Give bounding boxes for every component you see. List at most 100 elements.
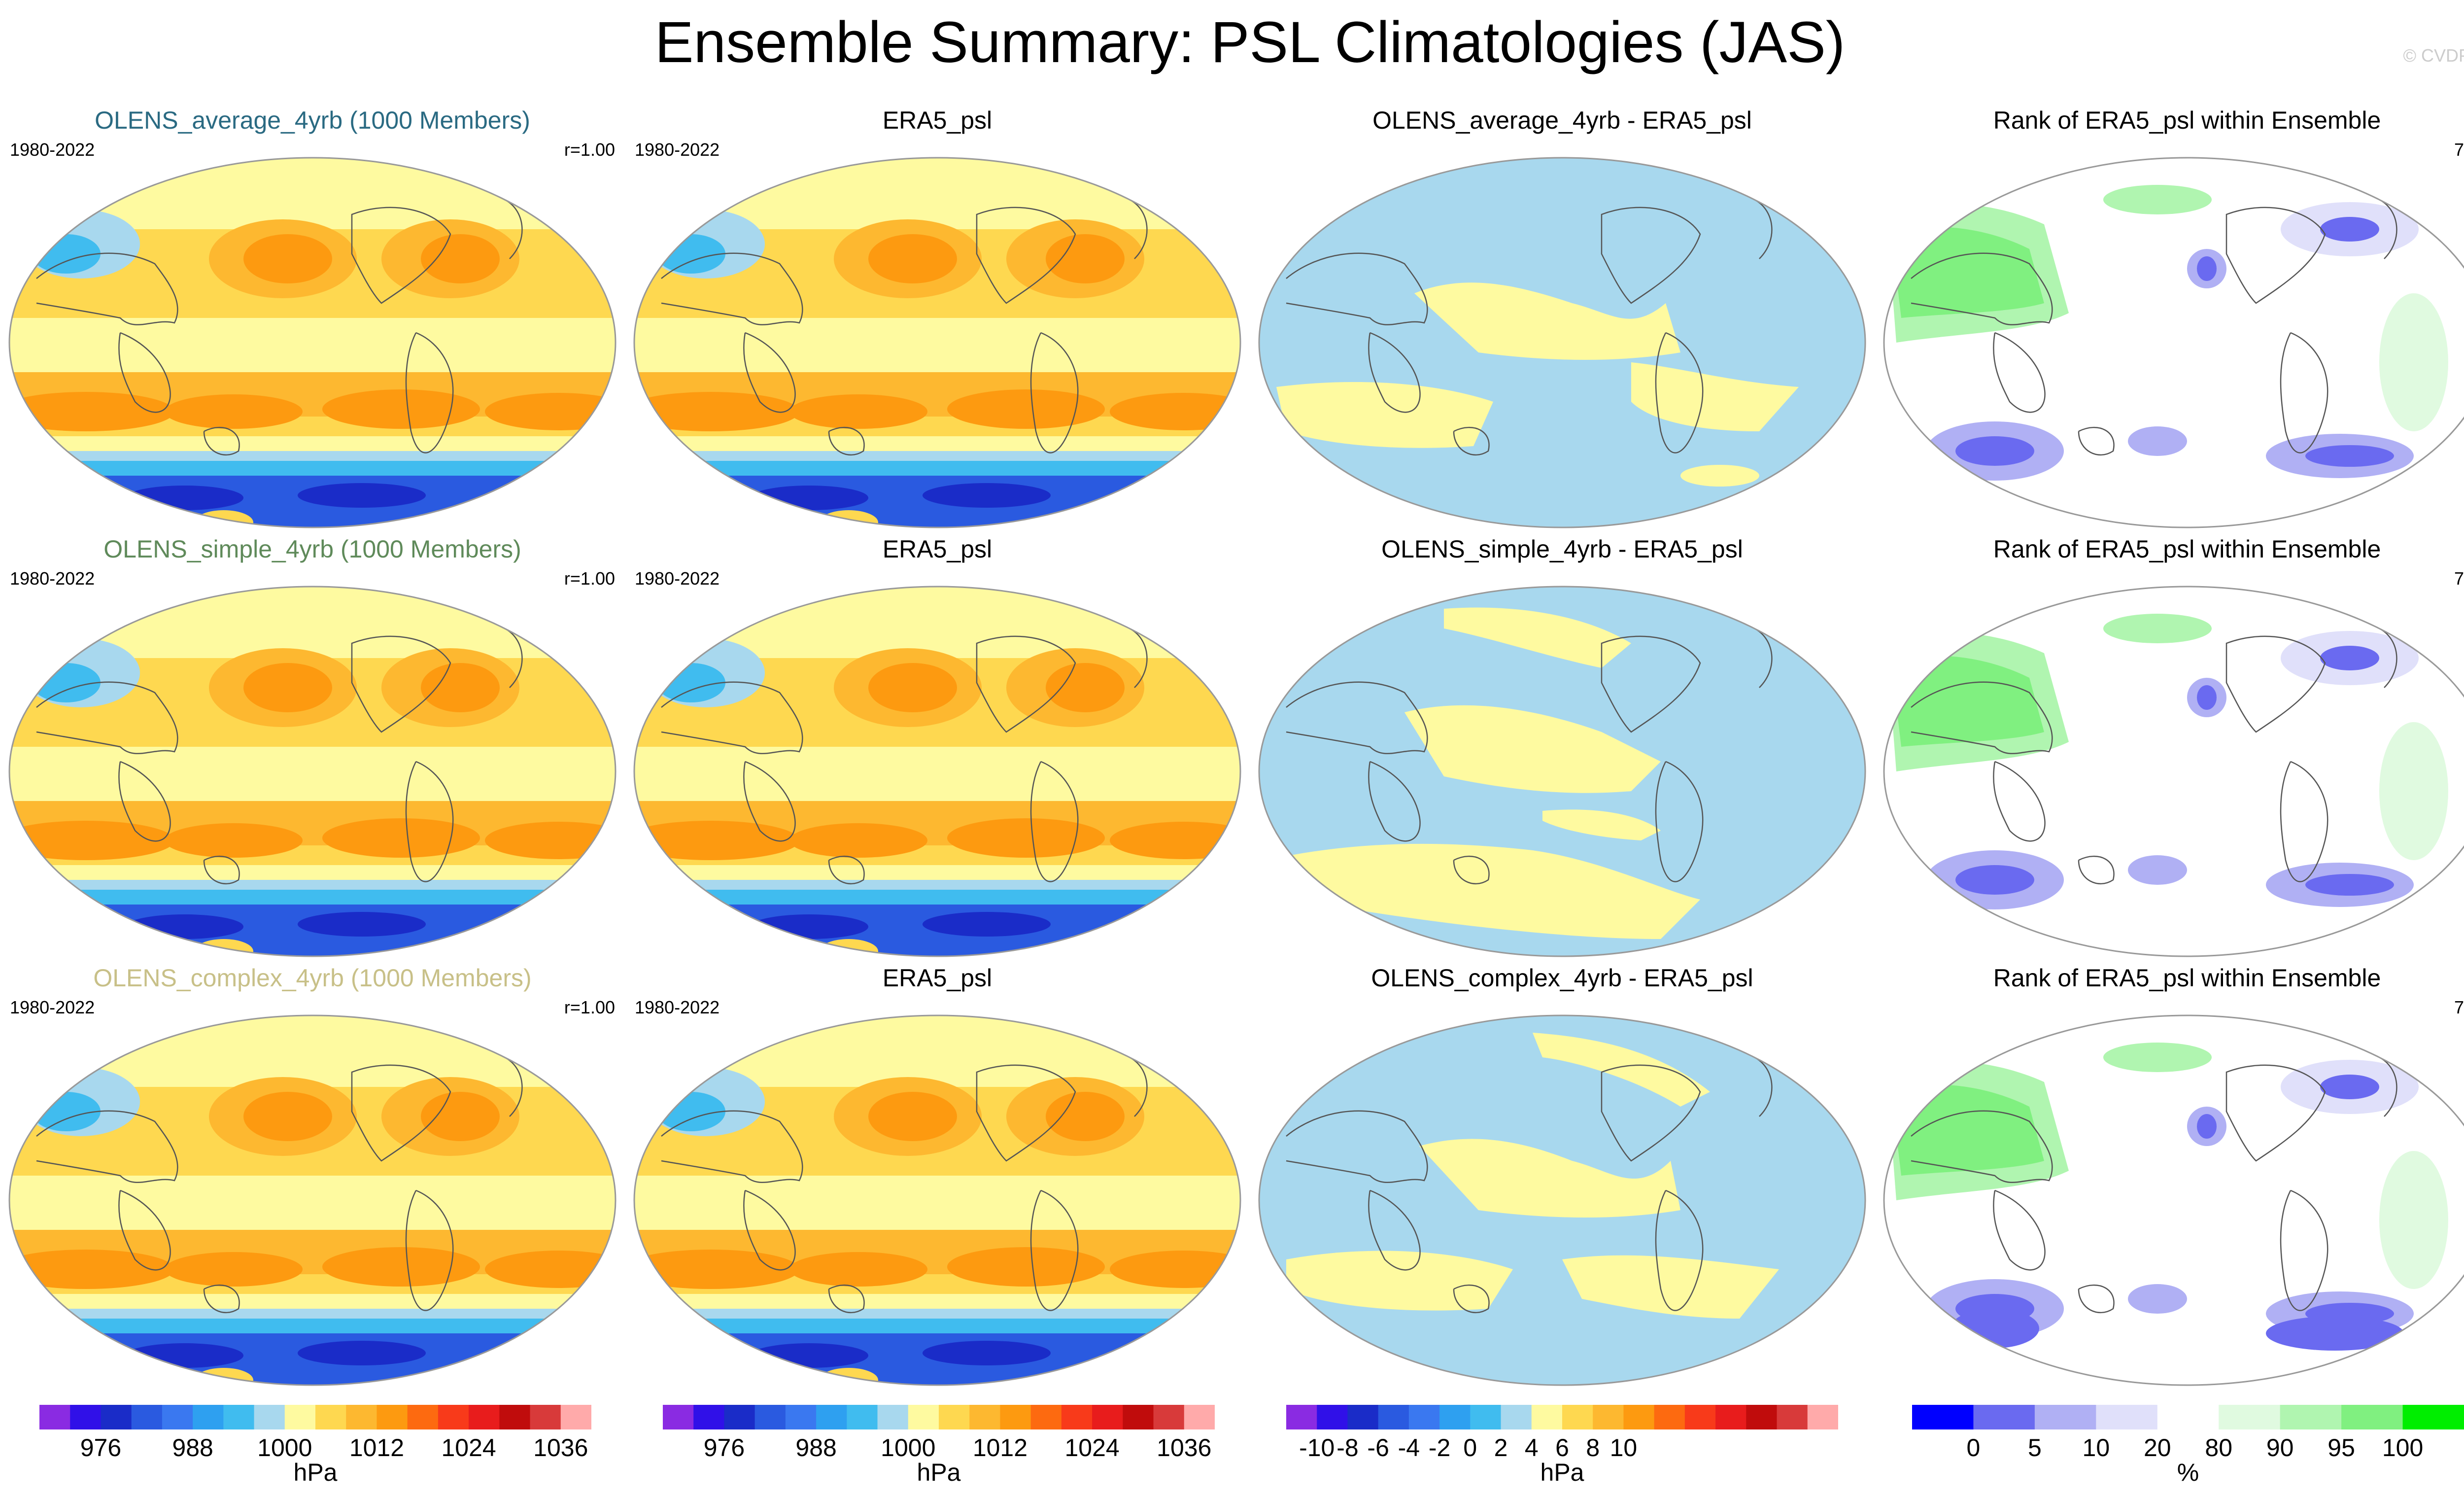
credit-label: © CVDP [2403, 45, 2464, 66]
colorbar-swatch [2280, 1405, 2342, 1429]
colorbar-tick-label: 976 [80, 1434, 122, 1462]
colorbar-unit: hPa [293, 1459, 338, 1486]
panel-title: ERA5_psl [882, 106, 992, 134]
colorbar-swatch [1912, 1405, 1974, 1429]
colorbar-tick-label: 95 [2327, 1434, 2355, 1462]
colorbar-tick-label: -2 [1428, 1434, 1451, 1462]
panel-rank-percent: 75% [2454, 139, 2464, 160]
colorbar-swatch [1317, 1405, 1348, 1429]
panel-rank-row1: Rank of ERA5_psl within Ensemble 75% [1875, 106, 2464, 535]
colorbar-swatch [162, 1405, 193, 1429]
panel-correlation: r=1.00 [564, 139, 615, 160]
colorbar-tick-label: 90 [2266, 1434, 2294, 1462]
colorbar-swatch [2096, 1405, 2158, 1429]
panel-rank-row3: Rank of ERA5_psl within Ensemble 70% [1875, 964, 2464, 1393]
colorbar-swatch [1746, 1405, 1778, 1429]
map-rank [1883, 586, 2464, 957]
colorbar-swatch [254, 1405, 285, 1429]
colorbar-swatch [469, 1405, 500, 1429]
colorbar-tick-label: -4 [1398, 1434, 1420, 1462]
colorbar-swatch [2402, 1405, 2464, 1429]
colorbar-swatch [1562, 1405, 1593, 1429]
colorbar-tick-label: 988 [172, 1434, 213, 1462]
colorbar-tick-label: 976 [703, 1434, 745, 1462]
panel-obs-row2: ERA5_psl 1980-2022 [625, 535, 1250, 964]
panel-rank-percent: 79% [2454, 568, 2464, 589]
colorbar-swatch [1654, 1405, 1685, 1429]
colorbar-swatch [1531, 1405, 1563, 1429]
colorbar-swatch [1061, 1405, 1093, 1429]
colorbar-swatch [1501, 1405, 1532, 1429]
panel-obs-row3: ERA5_psl 1980-2022 [625, 964, 1250, 1393]
colorbar-tick-label: 4 [1524, 1434, 1539, 1462]
colorbar-swatch [2219, 1405, 2281, 1429]
colorbar-swatch [1378, 1405, 1409, 1429]
map-model [8, 1014, 616, 1386]
colorbar-tick-label: 1000 [881, 1434, 936, 1462]
colorbar-swatch [1623, 1405, 1655, 1429]
map-diff [1258, 586, 1866, 957]
colorbar-swatch [1123, 1405, 1154, 1429]
colorbar-swatch [407, 1405, 439, 1429]
colorbar-tick-label: 1036 [533, 1434, 588, 1462]
panel-title: OLENS_simple_4yrb (1000 Members) [103, 535, 521, 563]
colorbar-tick-label: 6 [1555, 1434, 1569, 1462]
colorbar-swatch [908, 1405, 939, 1429]
map-model [8, 586, 616, 957]
colorbar-tick-label: 5 [2027, 1434, 2042, 1462]
panel-diff-row3: OLENS_complex_4yrb - ERA5_psl [1250, 964, 1875, 1393]
colorbar-swatch [1408, 1405, 1440, 1429]
colorbar-swatch [877, 1405, 909, 1429]
colorbar-swatch [2157, 1405, 2219, 1429]
colorbar-tick-label: 10 [1609, 1434, 1638, 1462]
colorbar-swatch [1000, 1405, 1031, 1429]
colorbar-swatch [693, 1405, 724, 1429]
colorbar-tick-label: 100 [2382, 1434, 2424, 1462]
colorbar-swatch [663, 1405, 694, 1429]
colorbar-swatch [969, 1405, 1000, 1429]
colorbar-swatch [1153, 1405, 1185, 1429]
colorbar-swatch [1347, 1405, 1379, 1429]
colorbar-tick-label: -10 [1299, 1434, 1335, 1462]
panel-model-row3: OLENS_complex_4yrb (1000 Members) 1980-20… [0, 964, 625, 1393]
colorbar-swatch [346, 1405, 377, 1429]
panel-correlation: r=1.00 [564, 997, 615, 1017]
colorbar-swatch [1439, 1405, 1471, 1429]
colorbar-swatch [193, 1405, 224, 1429]
colorbar-diff: hPa -10 -8 -6 -4 -2 0 2 4 6 8 10 [1286, 1405, 1838, 1486]
panel-years: 1980-2022 [10, 997, 95, 1017]
colorbar-swatch [315, 1405, 346, 1429]
panel-title: ERA5_psl [882, 535, 992, 563]
colorbar-swatch [816, 1405, 847, 1429]
panel-years: 1980-2022 [635, 139, 720, 160]
panel-years: 1980-2022 [635, 568, 720, 589]
colorbar-tick-label: 20 [2143, 1434, 2171, 1462]
colorbar-tick-label: 2 [1494, 1434, 1508, 1462]
colorbar-swatch [754, 1405, 786, 1429]
colorbar-swatches [39, 1405, 591, 1429]
colorbar-tick-label: -6 [1367, 1434, 1389, 1462]
colorbar-unit: hPa [917, 1459, 961, 1486]
colorbar-tick-label: 1024 [1064, 1434, 1120, 1462]
colorbar-swatch [560, 1405, 591, 1429]
colorbar-tick-label: -8 [1336, 1434, 1359, 1462]
panel-title: Rank of ERA5_psl within Ensemble [1993, 964, 2381, 992]
panel-obs-row1: ERA5_psl 1980-2022 [625, 106, 1250, 535]
colorbar-tick-label: 1012 [972, 1434, 1028, 1462]
map-diff [1258, 157, 1866, 528]
colorbar-swatch [1286, 1405, 1317, 1429]
colorbar-obs: hPa 976 988 1000 1012 1024 1036 [663, 1405, 1215, 1486]
colorbar-swatch [1973, 1405, 2035, 1429]
colorbar-swatch [499, 1405, 531, 1429]
colorbar-rank: % 0 5 10 20 80 90 95 100 [1912, 1405, 2464, 1486]
colorbar-tick-label: 1036 [1157, 1434, 1212, 1462]
colorbar-swatch [1470, 1405, 1502, 1429]
colorbar-unit: hPa [1540, 1459, 1584, 1486]
colorbar-swatches [663, 1405, 1215, 1429]
colorbar-swatch [1715, 1405, 1746, 1429]
panel-title: OLENS_complex_4yrb (1000 Members) [93, 964, 532, 992]
panel-title: OLENS_average_4yrb (1000 Members) [95, 106, 530, 134]
panel-title: OLENS_average_4yrb - ERA5_psl [1372, 106, 1752, 134]
panel-years: 1980-2022 [10, 568, 95, 589]
colorbar-tick-label: 0 [1966, 1434, 1981, 1462]
